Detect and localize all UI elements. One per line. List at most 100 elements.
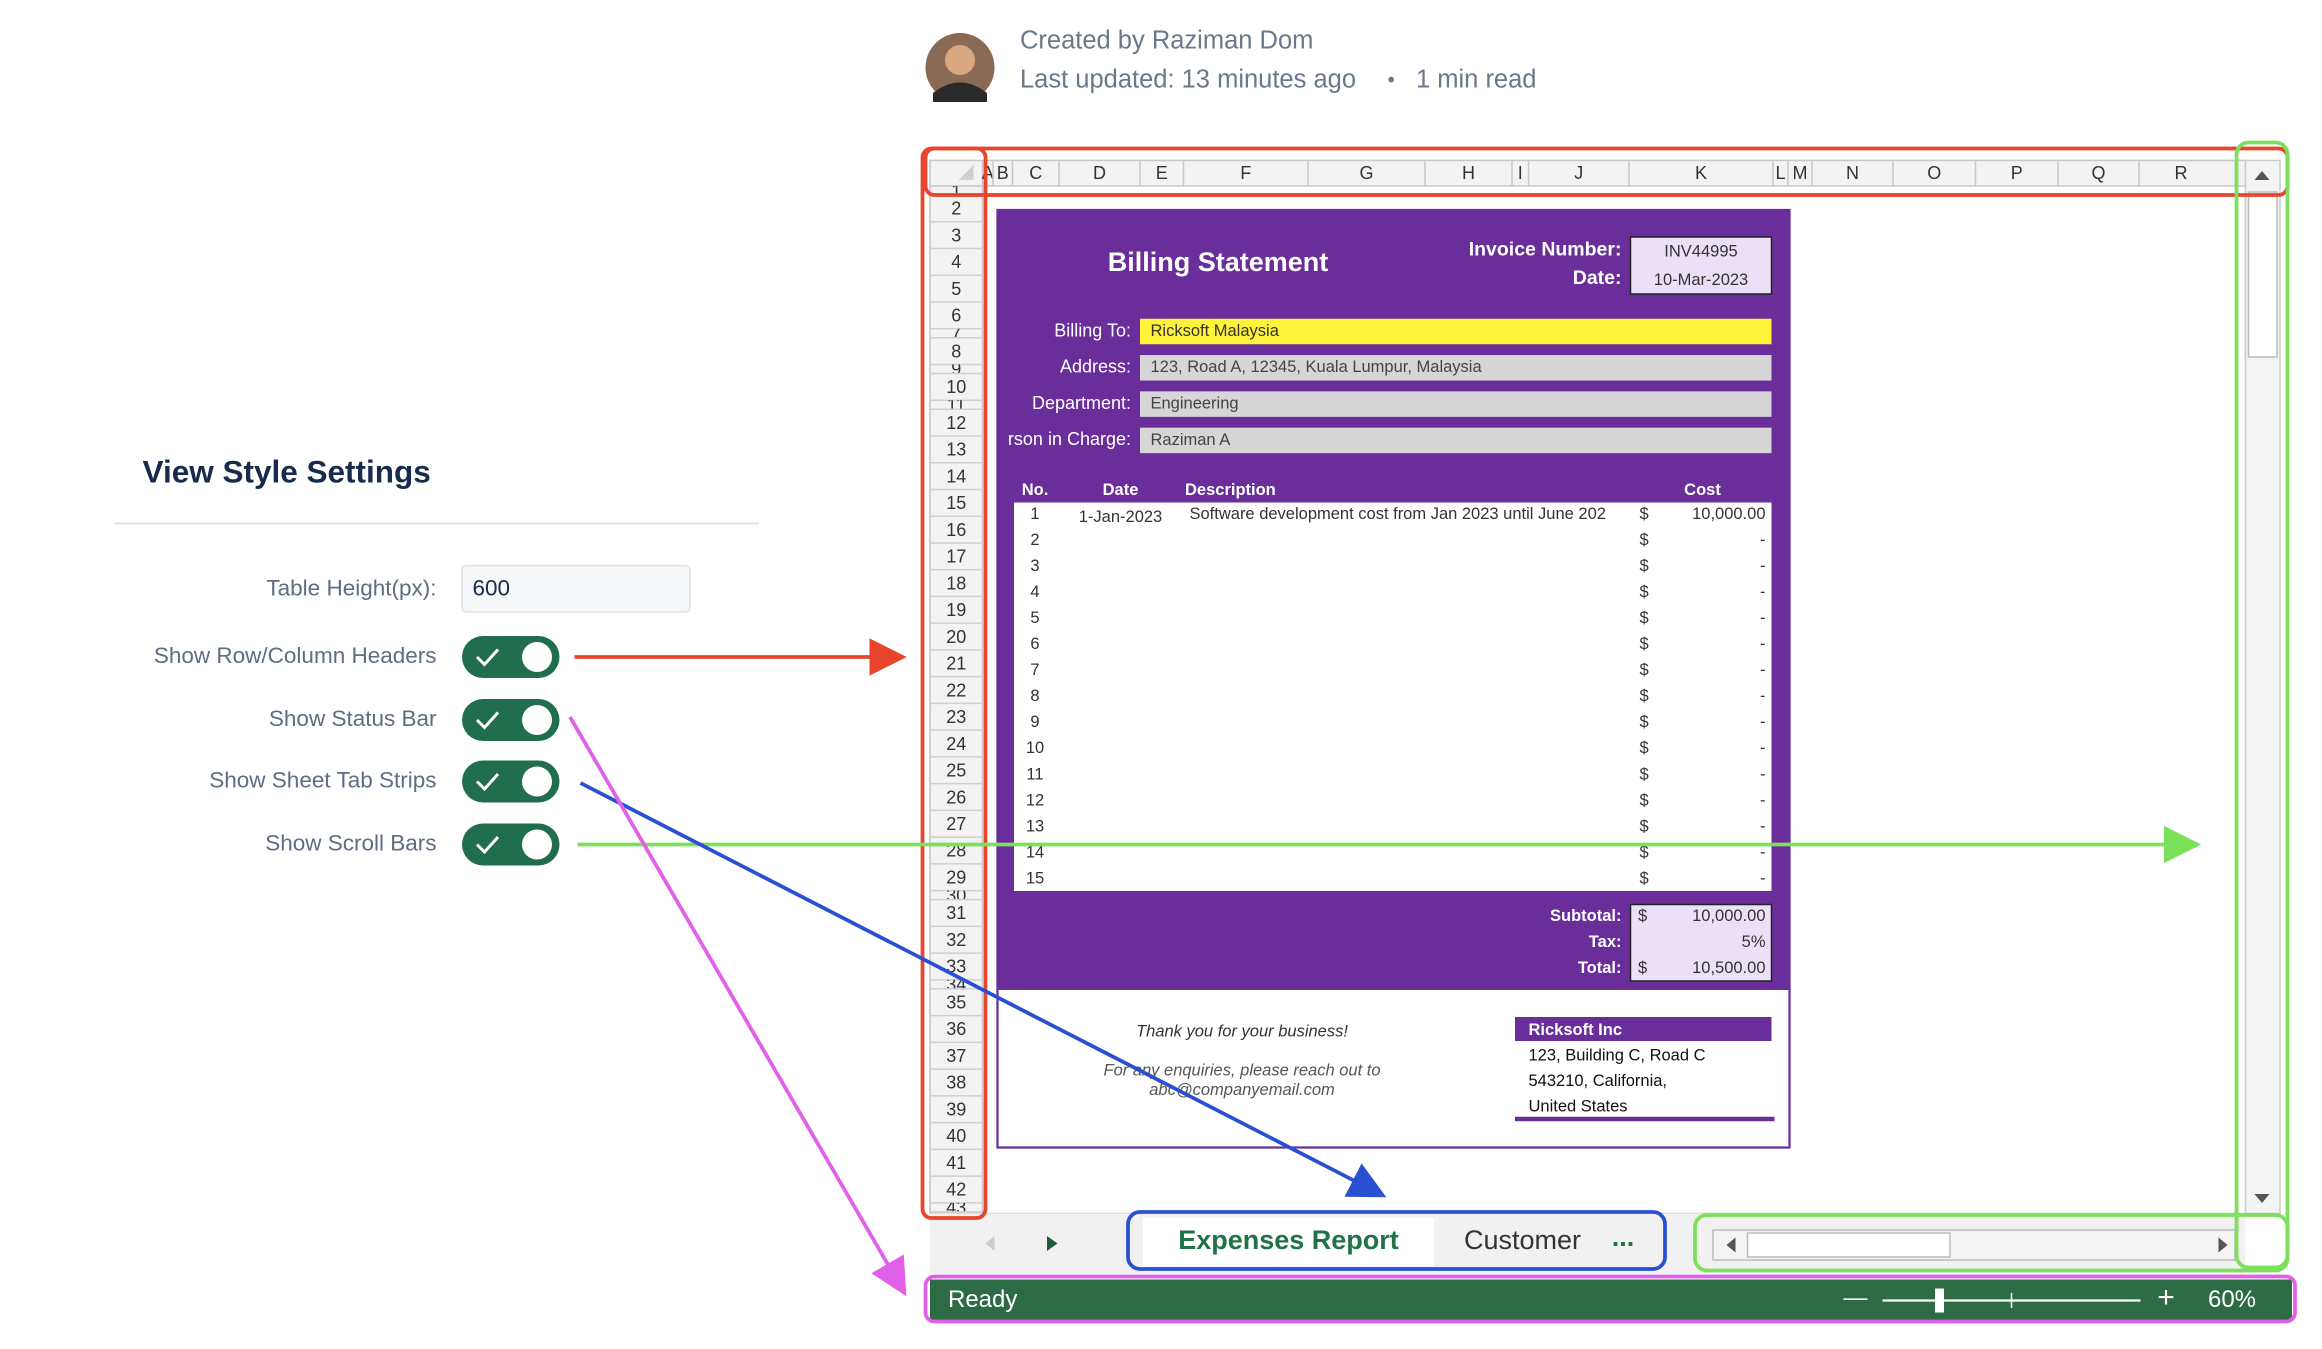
row-header: 13 [946,440,966,460]
row-header: 4 [951,252,961,272]
row-header: 11 [947,400,966,409]
height-input[interactable] [461,564,691,613]
label: Invoice Number: [1469,239,1622,261]
total-value: 10,000.00 [1692,907,1765,925]
field-value: Engineering [1151,394,1239,412]
invoice-date: 10-Mar-2023 [1654,271,1748,289]
zoom-knob[interactable] [1935,1288,1944,1313]
column-header: M [1793,163,1808,183]
column-header: B [997,163,1009,183]
item-no: 4 [1030,583,1039,601]
tab-active[interactable] [1143,1218,1434,1266]
row-header: 39 [946,1099,966,1119]
item-currency: $ [1640,817,1649,835]
item-no: 12 [1026,791,1044,809]
setting-label: Table Height(px): [266,575,436,600]
row-header: 9 [951,359,961,379]
item-currency: $ [1640,765,1649,783]
label: Date: [1573,267,1622,289]
row-header: 16 [946,520,966,540]
row-number: 43 [946,1198,966,1218]
item-no: 15 [1026,869,1044,887]
item-cost: - [1760,739,1766,757]
row-header: 25 [946,761,966,781]
item-cost: - [1760,687,1766,705]
row-header: 29 [946,868,966,888]
thanks: Thank you for your business! [1136,1022,1348,1040]
annotation-box [2234,140,2290,1270]
invoice-title: Billing Statement [1108,247,1329,277]
item-no: 11 [1026,765,1043,783]
row-header: 3 [951,225,961,245]
toggle-knob [522,705,552,735]
setting-label: Show Scroll Bars [265,830,436,855]
row-number: 40 [946,1126,966,1146]
v-thumb[interactable] [2247,191,2278,358]
column-header: J [1574,163,1583,183]
row-header: 19 [946,600,966,620]
row-number: 10 [946,377,966,397]
invoice: Billing Statement Invoice Number: Date: INV… [996,208,1791,1149]
field-box [1140,355,1772,381]
row-number: 18 [946,573,966,593]
row-number: 32 [946,930,966,950]
item-currency: $ [1640,635,1649,653]
scroll-left[interactable] [1726,1237,1736,1253]
row-header: 24 [946,734,966,754]
field-label: Address: [1060,357,1131,377]
column-header: O [1927,163,1941,183]
row-header: 1 [951,186,961,195]
scroll-right[interactable] [2218,1237,2228,1253]
column-header: D [1093,163,1106,183]
column-header: R [2175,163,2188,183]
column-title: Date [1103,481,1139,499]
total-label: Subtotal: [1550,907,1622,925]
row-header: 17 [946,547,966,567]
item-no: 13 [1026,817,1044,835]
row-header: 10 [946,377,966,397]
totals-box [1629,903,1773,982]
row-number: 30 [946,885,966,905]
tab-prev[interactable] [985,1236,995,1251]
tab[interactable]: Expenses Report [1178,1225,1399,1255]
scroll-down[interactable] [2254,1194,2270,1203]
zoom-out[interactable]: — [1844,1284,1868,1311]
h-thumb[interactable] [1746,1232,1951,1258]
row-number: 20 [946,627,966,647]
item-currency: $ [1640,505,1649,523]
item-cost: - [1760,713,1766,731]
arrow [568,716,907,1297]
corner-marker [958,165,974,180]
zoom-in[interactable]: + [2157,1281,2175,1314]
row-header: 14 [946,466,966,486]
row-header: 36 [946,1019,966,1039]
invoice-number: INV44995 [1664,242,1737,260]
row-number: 24 [946,734,966,754]
item-cost: - [1760,817,1766,835]
row-header: 20 [946,627,966,647]
total-value: 10,500.00 [1692,959,1765,977]
row-number: 34 [946,975,966,995]
setting-label: Show Sheet Tab Strips [209,767,436,792]
tab[interactable]: Customer [1464,1225,1581,1255]
row-header: 34 [946,975,966,995]
tab-next[interactable] [1047,1236,1058,1251]
annotations [568,140,2297,1324]
row-number: 6 [951,306,961,326]
row-header: 32 [946,930,966,950]
row-header: 38 [946,1073,966,1093]
company-name: Ricksoft Inc [1529,1021,1623,1039]
row-number: 9 [951,359,961,379]
settings-title: View Style Settings [143,453,431,489]
row-number: 26 [946,787,966,807]
item-cost: - [1760,557,1766,575]
scroll-up[interactable] [2254,171,2270,180]
annotation-box [923,1274,2297,1324]
row-header: 5 [951,279,961,299]
tab-more[interactable]: ... [1612,1222,1635,1252]
row-header: 8 [951,341,961,361]
row-header: 42 [946,1180,966,1200]
updated: Last updated: 13 minutes ago [1020,66,1356,94]
column-title: No. [1022,481,1049,499]
